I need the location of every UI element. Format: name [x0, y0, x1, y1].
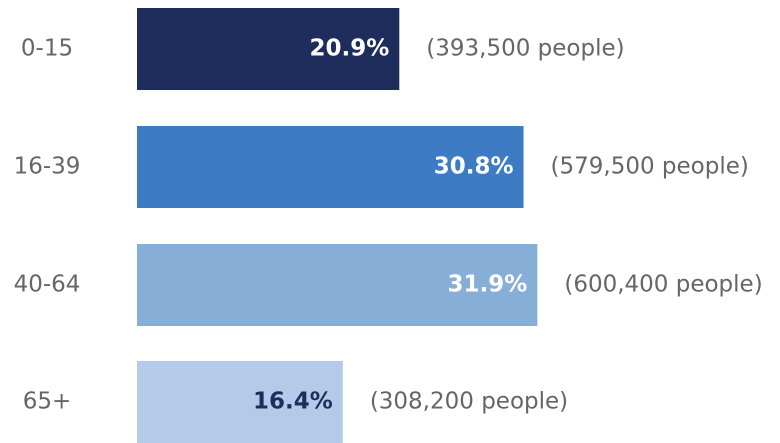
- annotation: (308,200 people): [370, 389, 568, 415]
- category-label: 0-15: [21, 36, 73, 62]
- annotation: (393,500 people): [426, 36, 624, 62]
- value-label: 16.4%: [253, 389, 333, 415]
- bar: [137, 126, 524, 208]
- bar: [137, 361, 343, 443]
- value-label: 20.9%: [309, 36, 389, 62]
- value-label: 30.8%: [434, 154, 514, 180]
- annotation: (600,400 people): [564, 272, 762, 298]
- category-label: 65+: [23, 389, 72, 415]
- bar: [137, 8, 400, 90]
- annotation: (579,500 people): [551, 154, 749, 180]
- bar: [137, 244, 538, 326]
- category-label: 16-39: [14, 154, 81, 180]
- category-label: 40-64: [14, 272, 81, 298]
- value-label: 31.9%: [448, 272, 528, 298]
